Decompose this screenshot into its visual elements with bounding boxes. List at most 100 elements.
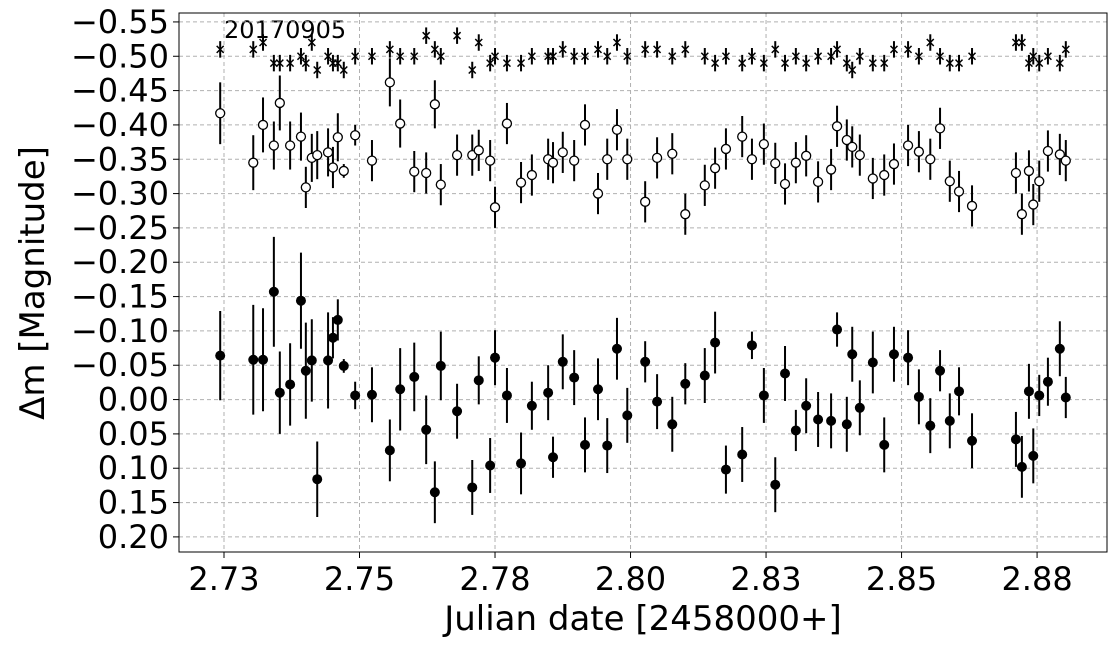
cross-stroke <box>1029 52 1038 61</box>
filled-marker <box>737 449 748 460</box>
filled-marker <box>801 400 812 411</box>
cross-stroke <box>926 38 935 47</box>
open-marker <box>547 157 559 168</box>
cross-marker <box>474 38 483 47</box>
cross-stroke <box>827 52 836 61</box>
x-tick-label: 2.80 <box>595 560 666 598</box>
cross-marker <box>422 31 431 40</box>
open-marker <box>801 150 812 161</box>
y-axis-label: Δm [Magnitude] <box>13 146 53 420</box>
filled-marker <box>543 387 554 398</box>
cross-marker <box>681 45 690 54</box>
cross-marker <box>1055 59 1064 68</box>
cross-marker <box>436 52 445 61</box>
filled-marker <box>516 458 527 469</box>
filled-marker <box>409 371 420 382</box>
cross-stroke <box>1011 38 1020 47</box>
x-tick-label: 2.78 <box>459 560 530 598</box>
cross-marker <box>653 45 662 54</box>
cross-marker <box>771 45 780 54</box>
cross-marker <box>385 45 394 54</box>
open-marker <box>1060 155 1071 166</box>
filled-marker <box>421 424 432 435</box>
filled-marker <box>1023 386 1034 397</box>
cross-marker <box>307 38 316 47</box>
open-marker <box>611 124 623 135</box>
open-marker <box>312 149 323 161</box>
open-marker <box>501 118 513 129</box>
filled-marker <box>758 390 769 401</box>
open-marker <box>913 146 925 157</box>
filled-marker <box>327 332 338 343</box>
open-marker <box>435 179 446 190</box>
open-marker <box>384 77 396 88</box>
filled-marker <box>746 340 757 351</box>
cross-stroke <box>527 52 536 61</box>
open-marker <box>515 177 527 188</box>
cross-marker <box>593 45 603 54</box>
x-tick-label: 2.88 <box>1001 560 1072 598</box>
cross-stroke <box>453 31 462 40</box>
cross-marker <box>926 38 935 47</box>
y-tick-label: −0.40 <box>71 106 169 144</box>
cross-marker <box>396 52 405 61</box>
open-marker <box>651 152 663 164</box>
cross-marker <box>954 59 964 68</box>
open-marker <box>667 148 678 159</box>
cross-marker <box>1017 38 1026 47</box>
cross-marker <box>1043 52 1052 61</box>
filled-marker <box>338 360 349 371</box>
cross-marker <box>351 52 360 61</box>
cross-marker <box>517 59 526 68</box>
filled-marker <box>720 464 731 475</box>
cross-marker <box>711 59 720 68</box>
open-marker <box>366 155 378 166</box>
cross-stroke <box>385 45 394 54</box>
x-tick-label: 2.83 <box>730 560 801 598</box>
filled-marker <box>925 420 936 431</box>
filled-marker <box>832 324 843 335</box>
cross-stroke <box>351 52 360 61</box>
filled-marker <box>323 355 334 366</box>
open-marker <box>966 200 978 212</box>
open-marker <box>790 157 802 168</box>
open-marker <box>429 99 441 110</box>
open-marker <box>640 196 651 207</box>
open-marker <box>1042 145 1054 157</box>
y-tick-label: −0.55 <box>71 3 169 41</box>
cross-stroke <box>814 52 823 61</box>
open-marker <box>737 131 748 142</box>
filled-marker <box>366 389 377 400</box>
open-marker <box>746 154 758 165</box>
y-tick-label: 0.20 <box>98 518 169 556</box>
filled-marker <box>350 390 361 401</box>
cross-stroke <box>249 45 258 54</box>
y-tick-label: −0.35 <box>71 140 169 178</box>
filled-marker <box>258 354 269 365</box>
cross-stroke <box>486 59 495 68</box>
filled-marker <box>967 435 978 446</box>
cross-marker <box>814 52 823 61</box>
cross-marker <box>721 52 730 61</box>
filled-marker <box>652 396 663 407</box>
cross-marker <box>249 45 258 54</box>
cross-marker <box>833 45 842 54</box>
cross-stroke <box>842 59 851 68</box>
open-marker <box>327 162 339 173</box>
filled-marker <box>854 402 865 413</box>
cross-stroke <box>313 65 322 75</box>
filled-marker <box>452 406 463 417</box>
cross-marker <box>275 59 284 68</box>
cross-marker <box>791 52 800 61</box>
cross-marker <box>333 59 342 68</box>
cross-marker <box>258 38 268 47</box>
cross-marker <box>339 65 348 75</box>
filled-marker <box>593 384 604 395</box>
cross-stroke <box>367 52 377 61</box>
cross-marker <box>296 52 305 61</box>
cross-stroke <box>653 45 662 54</box>
cross-marker <box>700 52 709 61</box>
y-tick-label: 0.15 <box>98 484 169 522</box>
open-marker <box>934 123 946 134</box>
